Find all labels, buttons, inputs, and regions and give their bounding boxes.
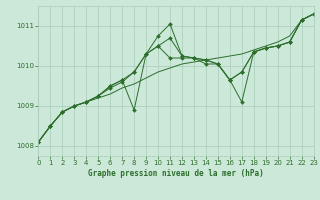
X-axis label: Graphe pression niveau de la mer (hPa): Graphe pression niveau de la mer (hPa): [88, 169, 264, 178]
